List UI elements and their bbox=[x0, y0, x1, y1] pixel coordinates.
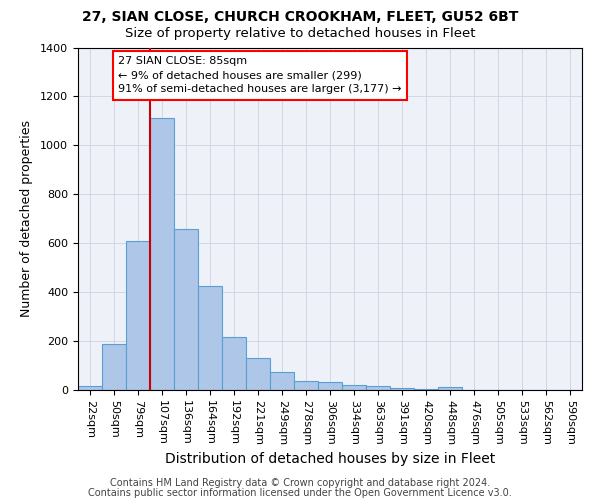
Bar bbox=[78, 386, 102, 390]
Text: Contains HM Land Registry data © Crown copyright and database right 2024.: Contains HM Land Registry data © Crown c… bbox=[110, 478, 490, 488]
Text: Contains public sector information licensed under the Open Government Licence v3: Contains public sector information licen… bbox=[88, 488, 512, 498]
Bar bbox=[414, 389, 438, 390]
Text: 27 SIAN CLOSE: 85sqm
← 9% of detached houses are smaller (299)
91% of semi-detac: 27 SIAN CLOSE: 85sqm ← 9% of detached ho… bbox=[118, 56, 402, 94]
Bar bbox=[246, 358, 270, 390]
Y-axis label: Number of detached properties: Number of detached properties bbox=[20, 120, 33, 318]
Text: 27, SIAN CLOSE, CHURCH CROOKHAM, FLEET, GU52 6BT: 27, SIAN CLOSE, CHURCH CROOKHAM, FLEET, … bbox=[82, 10, 518, 24]
X-axis label: Distribution of detached houses by size in Fleet: Distribution of detached houses by size … bbox=[165, 452, 495, 466]
Bar bbox=[318, 382, 342, 390]
Bar bbox=[198, 286, 222, 390]
Bar bbox=[294, 382, 318, 390]
Bar bbox=[366, 386, 390, 390]
Bar bbox=[174, 228, 198, 390]
Bar bbox=[102, 344, 126, 390]
Bar bbox=[222, 338, 246, 390]
Bar bbox=[438, 387, 462, 390]
Bar bbox=[342, 384, 366, 390]
Bar bbox=[150, 118, 174, 390]
Bar bbox=[270, 372, 294, 390]
Text: Size of property relative to detached houses in Fleet: Size of property relative to detached ho… bbox=[125, 28, 475, 40]
Bar bbox=[390, 388, 414, 390]
Bar bbox=[126, 241, 150, 390]
